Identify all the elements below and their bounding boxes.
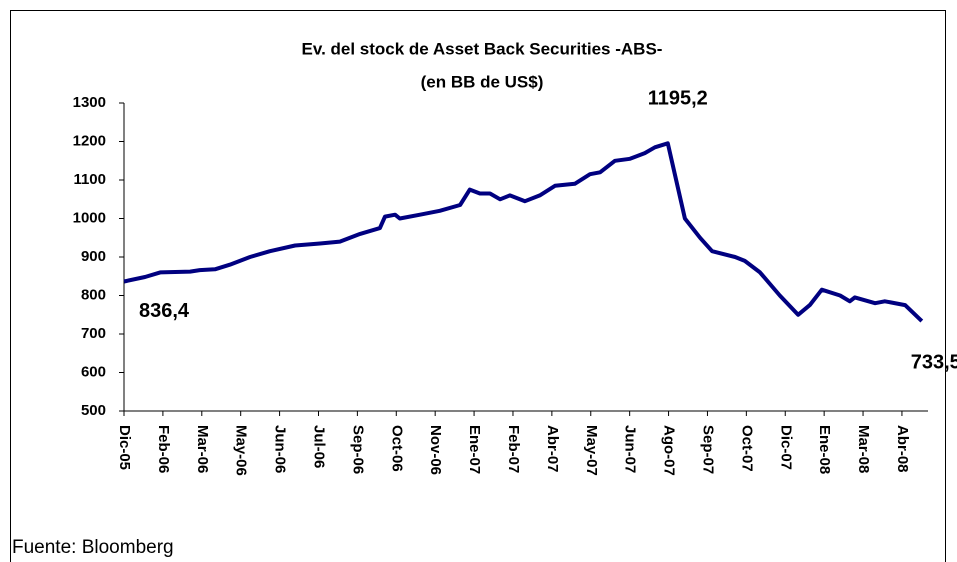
x-tick-label: Sep-07 [699, 425, 716, 474]
annotation: 836,4 [139, 300, 190, 322]
x-tick-label: Oct-07 [738, 425, 755, 472]
x-tick-label: Dic-05 [116, 425, 133, 470]
x-tick-label: Dic-07 [777, 425, 794, 470]
x-tick-label: Sep-06 [349, 425, 366, 474]
x-tick-label: Abr-08 [894, 425, 911, 473]
y-tick-label: 1300 [73, 94, 106, 111]
y-tick-label: 700 [81, 325, 106, 342]
y-tick-label: 800 [81, 286, 106, 303]
x-tick-label: Feb-06 [155, 425, 172, 473]
x-tick-label: Abr-07 [544, 425, 561, 473]
data-line [123, 141, 924, 323]
x-tick-label: Mar-08 [855, 425, 872, 473]
x-tick-label: May-06 [233, 425, 250, 476]
x-tick-label: Ene-08 [816, 425, 833, 474]
y-tick-label: 1000 [73, 209, 106, 226]
x-tick-label: Oct-06 [388, 425, 405, 472]
x-tick-label: Ene-07 [466, 425, 483, 474]
y-tick-label: 600 [81, 363, 106, 380]
x-tick-label: Jul-06 [311, 425, 328, 468]
chart-frame [10, 10, 946, 562]
x-tick-label: Mar-06 [194, 425, 211, 473]
chart-subtitle: (en BB de US$) [421, 72, 544, 91]
x-tick-label: Jun-07 [622, 425, 639, 473]
annotation: 733,5 [911, 351, 957, 373]
source-note: Fuente: Bloomberg [12, 537, 174, 558]
y-tick-label: 900 [81, 248, 106, 265]
y-tick-label: 500 [81, 402, 106, 419]
x-tick-label: Nov-06 [427, 425, 444, 475]
x-tick-label: May-07 [583, 425, 600, 476]
annotation: 1195,2 [648, 88, 708, 110]
chart-title: Ev. del stock de Asset Back Securities -… [302, 39, 663, 58]
x-tick-label: Ago-07 [661, 425, 678, 476]
x-tick-label: Jun-06 [272, 425, 289, 473]
x-tick-label: Feb-07 [505, 425, 522, 473]
y-tick-label: 1100 [73, 171, 106, 188]
y-tick-label: 1200 [73, 132, 106, 149]
